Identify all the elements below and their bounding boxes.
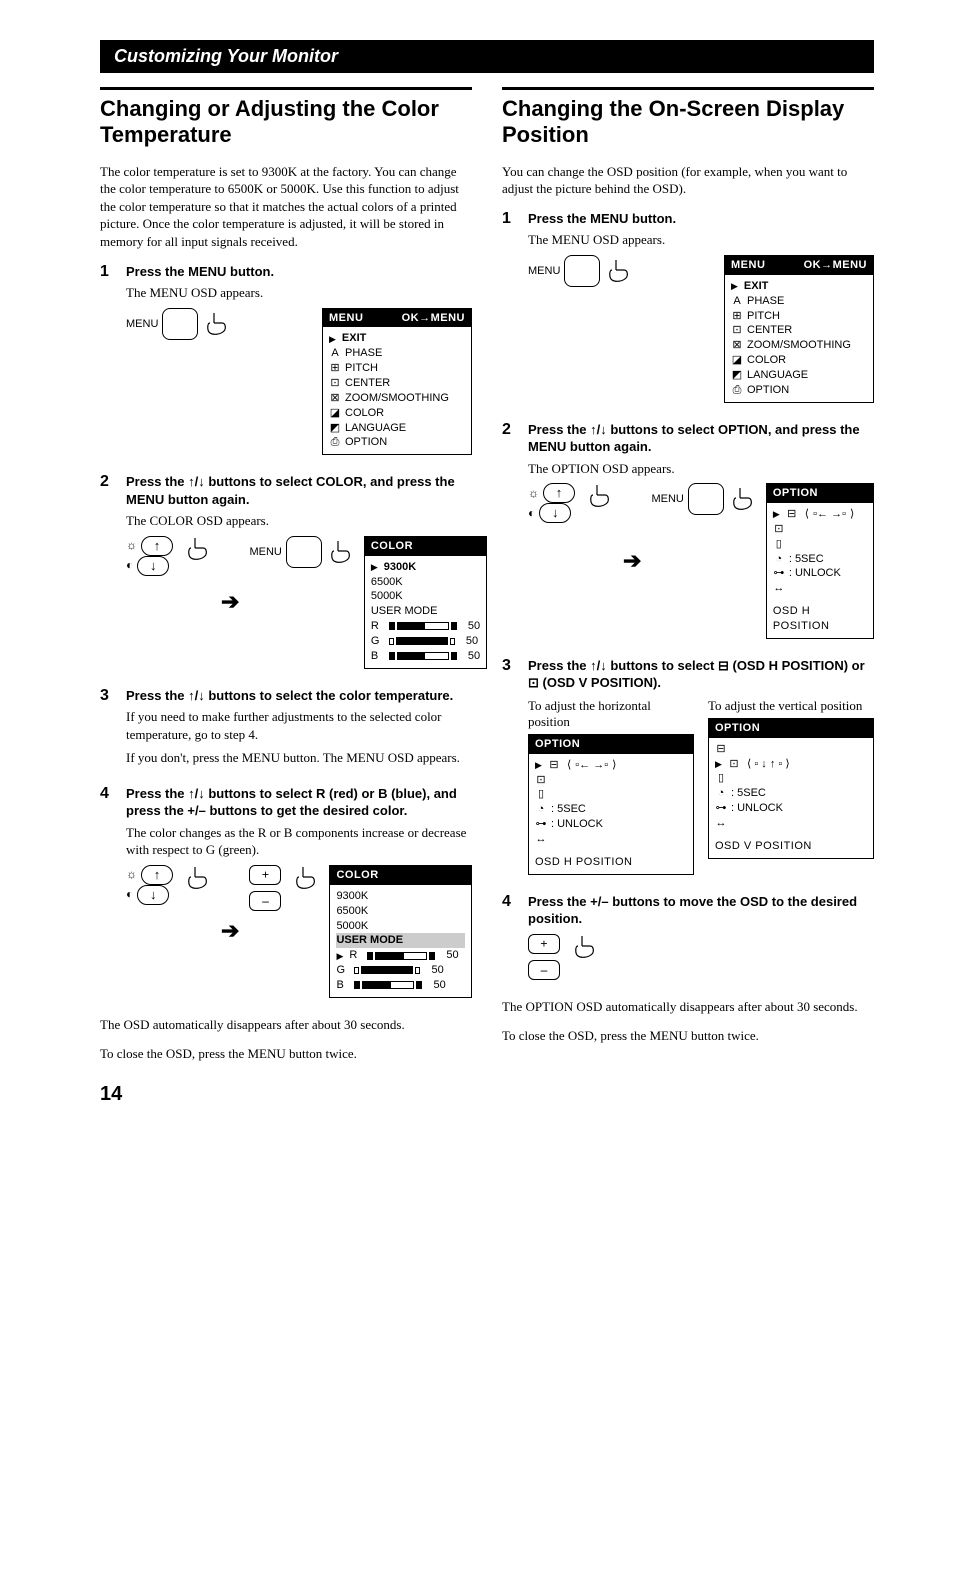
option-osd: OPTION ⊟ ⟨ ▫← →▫ ⟩ ⊡ ▯ ◔: 5SEC ⊶: UNLOCK… <box>766 483 874 639</box>
left-step-2: Press the ↑/↓ buttons to select COLOR, a… <box>100 473 472 668</box>
page-number: 14 <box>100 1083 472 1106</box>
right-title: Changing the On-Screen Display Position <box>502 96 874 149</box>
left-step-3: Press the ↑/↓ buttons to select the colo… <box>100 687 472 767</box>
left-step-4: Press the ↑/↓ buttons to select R (red) … <box>100 785 472 998</box>
left-column: Changing or Adjusting the Color Temperat… <box>100 87 472 1106</box>
right-column: Changing the On-Screen Display Position … <box>502 87 874 1106</box>
right-closing-1: The OPTION OSD automatically disappears … <box>502 998 874 1016</box>
right-step-4: Press the +/– buttons to move the OSD to… <box>502 893 874 980</box>
right-step-3: Press the ↑/↓ buttons to select ⊟ (OSD H… <box>502 657 874 875</box>
right-intro: You can change the OSD position (for exa… <box>502 163 874 198</box>
option-osd-v: OPTION ⊟ ⊡ ⟨ ▫ ↓ ↑ ▫ ⟩ ▯ ◔: 5SEC ⊶: UNLO… <box>708 718 874 859</box>
left-closing-1: The OSD automatically disappears after a… <box>100 1016 472 1034</box>
left-title: Changing or Adjusting the Color Temperat… <box>100 96 472 149</box>
color-osd-2: COLOR 9300K 6500K 5000K USER MODE R 50 G… <box>329 865 472 998</box>
color-osd: COLOR 9300K 6500K 5000K USER MODE R 50 G… <box>364 536 487 669</box>
section-header: Customizing Your Monitor <box>100 40 874 73</box>
right-step-1: Press the MENU button. The MENU OSD appe… <box>502 210 874 403</box>
menu-osd-right: MENUOK→MENU EXIT APHASE ⊞PITCH ⊡CENTER ⊠… <box>724 255 874 403</box>
left-closing-2: To close the OSD, press the MENU button … <box>100 1045 472 1063</box>
option-osd-h: OPTION ⊟ ⟨ ▫← →▫ ⟩ ⊡ ▯ ◔: 5SEC ⊶: UNLOCK… <box>528 734 694 875</box>
right-closing-2: To close the OSD, press the MENU button … <box>502 1027 874 1045</box>
plus-minus-buttons: + – <box>249 865 281 911</box>
left-step-1: Press the MENU button. The MENU OSD appe… <box>100 263 472 456</box>
menu-osd: MENUOK→MENU EXIT APHASE ⊞PITCH ⊡CENTER ⊠… <box>322 308 472 456</box>
menu-button-diagram: MENU <box>126 308 230 340</box>
right-step-2: Press the ↑/↓ buttons to select OPTION, … <box>502 421 874 639</box>
left-intro: The color temperature is set to 9300K at… <box>100 163 472 251</box>
brightness-buttons: ☼ ↑ ◐ ↓ <box>126 536 173 576</box>
